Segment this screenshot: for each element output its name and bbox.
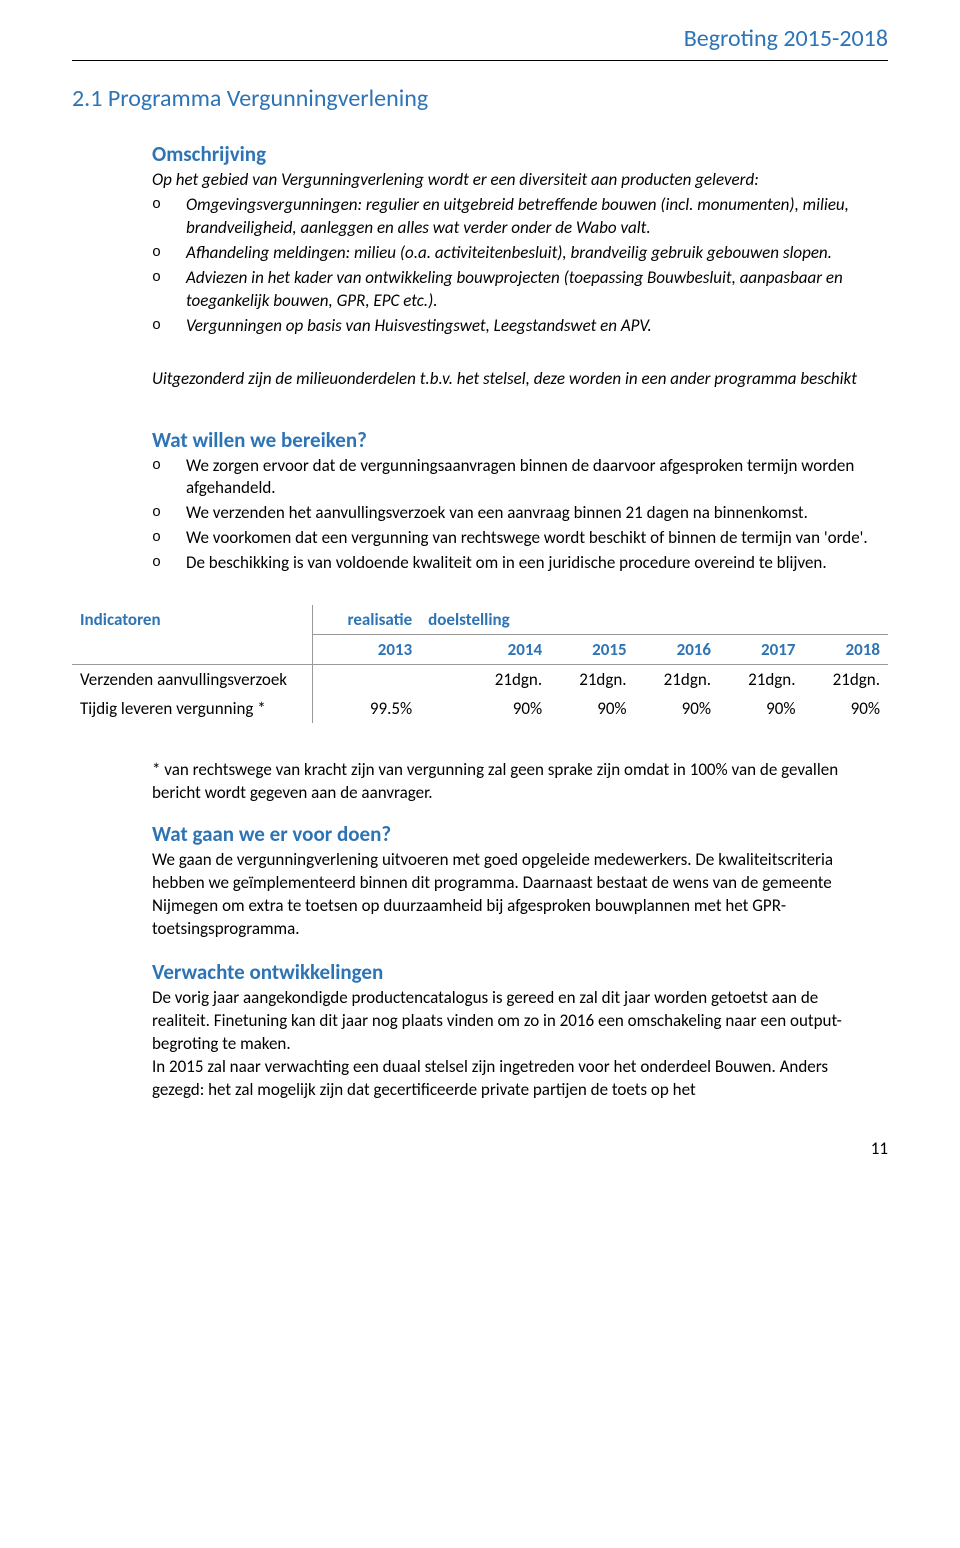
bereiken-heading: Wat willen we bereiken?	[152, 427, 868, 453]
running-header: Begroting 2015-2018	[684, 24, 888, 53]
th-doelstelling: doelstelling	[420, 605, 550, 635]
omschrijving-block: Omschrijving Op het gebied van Vergunnin…	[152, 141, 868, 391]
cell	[312, 665, 420, 695]
ontwikkelingen-para: De vorig jaar aangekondigde productencat…	[152, 987, 868, 1056]
table-row: Tijdig leveren vergunning * 99.5% 90% 90…	[72, 694, 888, 723]
bullet-marker: o	[152, 267, 186, 286]
indicatoren-table: Indicatoren realisatie doelstelling 2013…	[72, 605, 888, 723]
list-item: oVergunningen op basis van Huisvestingsw…	[152, 315, 868, 338]
bullet-marker: o	[152, 242, 186, 261]
cell: 21dgn.	[804, 665, 889, 695]
list-text: Afhandeling meldingen: milieu (o.a. acti…	[186, 242, 868, 265]
indicatoren-table-wrap: Indicatoren realisatie doelstelling 2013…	[72, 605, 888, 723]
bullet-marker: o	[152, 527, 186, 546]
cell: 90%	[719, 694, 803, 723]
cell: 21dgn.	[635, 665, 719, 695]
cell: 21dgn.	[420, 665, 550, 695]
main-content: 2.1 Programma Vergunningverlening Omschr…	[72, 84, 888, 1159]
wat-gaan-heading: Wat gaan we er voor doen?	[152, 821, 868, 847]
list-text: Omgevingsvergunningen: regulier en uitge…	[186, 194, 868, 240]
list-text: Vergunningen op basis van Huisvestingswe…	[186, 315, 868, 338]
bullet-marker: o	[152, 502, 186, 521]
cell: 99.5%	[312, 694, 420, 723]
list-item: oAdviezen in het kader van ontwikkeling …	[152, 267, 868, 313]
list-item: oWe zorgen ervoor dat de vergunningsaanv…	[152, 455, 868, 501]
cell: 90%	[420, 694, 550, 723]
bullet-marker: o	[152, 315, 186, 334]
th-year: 2018	[804, 635, 889, 665]
cell: 90%	[550, 694, 634, 723]
th-year: 2017	[719, 635, 803, 665]
omschrijving-heading: Omschrijving	[152, 141, 868, 167]
document-page: Begroting 2015-2018 2.1 Programma Vergun…	[0, 0, 960, 1199]
list-text: We zorgen ervoor dat de vergunningsaanvr…	[186, 455, 868, 501]
th-year: 2014	[420, 635, 550, 665]
th-year: 2013	[312, 635, 420, 665]
th-indicatoren: Indicatoren	[72, 605, 312, 665]
cell: 21dgn.	[550, 665, 634, 695]
ontwikkelingen-heading: Verwachte ontwikkelingen	[152, 959, 868, 985]
wat-gaan-para: We gaan de vergunningverlening uitvoeren…	[152, 849, 868, 941]
cell: 21dgn.	[719, 665, 803, 695]
list-text: We voorkomen dat een vergunning van rech…	[186, 527, 868, 550]
list-item: oDe beschikking is van voldoende kwalite…	[152, 552, 868, 575]
bullet-marker: o	[152, 194, 186, 213]
omschrijving-outro: Uitgezonderd zijn de milieuonderdelen t.…	[152, 368, 868, 391]
row-label: Verzenden aanvullingsverzoek	[72, 665, 312, 695]
list-text: We verzenden het aanvullingsverzoek van …	[186, 502, 868, 525]
list-text: Adviezen in het kader van ontwikkeling b…	[186, 267, 868, 313]
bullet-marker: o	[152, 455, 186, 474]
header-rule	[72, 60, 888, 61]
table-row: Verzenden aanvullingsverzoek 21dgn. 21dg…	[72, 665, 888, 695]
omschrijving-intro: Op het gebied van Vergunningverlening wo…	[152, 169, 868, 192]
list-item: oWe verzenden het aanvullingsverzoek van…	[152, 502, 868, 525]
bullet-marker: o	[152, 552, 186, 571]
list-item: oAfhandeling meldingen: milieu (o.a. act…	[152, 242, 868, 265]
list-item: oWe voorkomen dat een vergunning van rec…	[152, 527, 868, 550]
list-text: De beschikking is van voldoende kwalitei…	[186, 552, 868, 575]
section-title: 2.1 Programma Vergunningverlening	[72, 84, 888, 113]
cell: 90%	[804, 694, 889, 723]
th-realisatie: realisatie	[312, 605, 420, 635]
row-label: Tijdig leveren vergunning *	[72, 694, 312, 723]
lower-block: * van rechtswege van kracht zijn van ver…	[152, 759, 868, 1101]
omschrijving-list: oOmgevingsvergunningen: regulier en uitg…	[152, 194, 868, 338]
th-year: 2016	[635, 635, 719, 665]
ontwikkelingen-para2: In 2015 zal naar verwachting een duaal s…	[152, 1056, 868, 1102]
bereiken-list: oWe zorgen ervoor dat de vergunningsaanv…	[152, 455, 868, 576]
th-year: 2015	[550, 635, 634, 665]
bereiken-block: Wat willen we bereiken? oWe zorgen ervoo…	[152, 427, 868, 576]
footnote-text: * van rechtswege van kracht zijn van ver…	[152, 759, 868, 805]
page-number: 11	[72, 1138, 888, 1159]
list-item: oOmgevingsvergunningen: regulier en uitg…	[152, 194, 868, 240]
cell: 90%	[635, 694, 719, 723]
